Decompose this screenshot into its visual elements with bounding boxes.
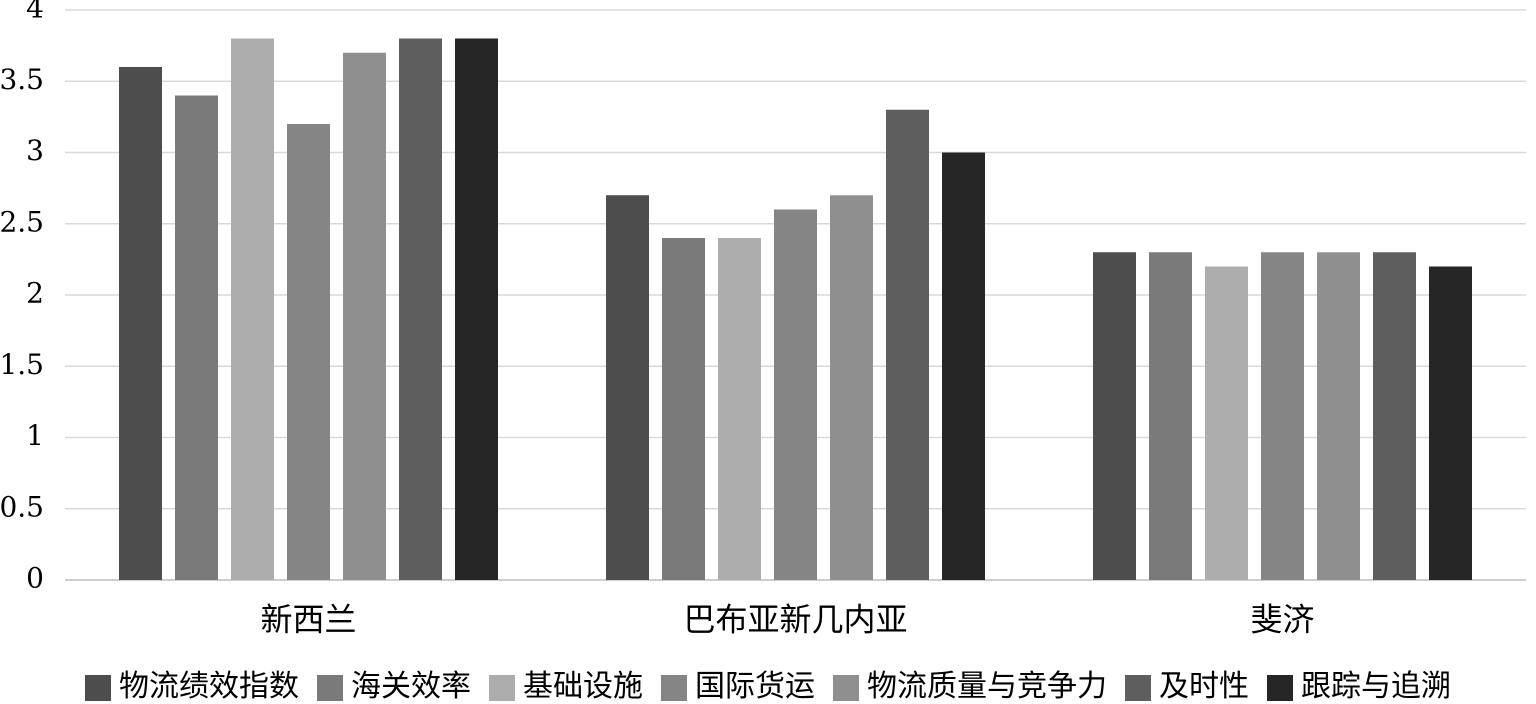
bar	[886, 109, 929, 580]
legend: 物流绩效指数 海关效率 基础设施 国际货运 物流质量与竞争力 及时性 跟踪与追溯	[85, 669, 1451, 704]
bar	[718, 238, 761, 580]
x-category-label: 斐济	[1250, 601, 1314, 639]
bar	[1093, 252, 1136, 580]
legend-swatch	[85, 675, 111, 701]
bar	[399, 38, 442, 580]
y-tick-label: 3.5	[0, 63, 44, 96]
y-tick-label: 2.5	[0, 205, 44, 238]
legend-label: 国际货运	[695, 669, 815, 704]
bar	[1317, 252, 1360, 580]
legend-label: 基础设施	[523, 669, 643, 704]
y-tick-label: 1.5	[0, 348, 44, 381]
bar	[343, 52, 386, 580]
bar	[830, 195, 873, 580]
y-tick-label: 2	[26, 277, 44, 310]
bar	[942, 152, 985, 580]
legend-label: 物流绩效指数	[119, 669, 299, 704]
legend-swatch	[489, 675, 515, 701]
bar	[175, 95, 218, 580]
legend-swatch	[1125, 675, 1151, 701]
legend-label: 跟踪与追溯	[1301, 669, 1451, 704]
bar	[455, 38, 498, 580]
y-tick-label: 3	[26, 134, 44, 167]
bar	[1373, 252, 1416, 580]
legend-swatch	[661, 675, 687, 701]
legend-swatch	[1267, 675, 1293, 701]
x-category-label: 巴布亚新几内亚	[683, 601, 907, 639]
bars	[119, 38, 1472, 580]
y-tick-label: 0	[26, 562, 44, 595]
bar	[774, 209, 817, 580]
y-tick-label: 0.5	[0, 490, 44, 523]
x-category-label: 新西兰	[260, 601, 356, 639]
legend-swatch	[317, 675, 343, 701]
y-tick-label: 4	[26, 0, 44, 25]
legend-label: 海关效率	[351, 669, 471, 704]
bar	[1149, 252, 1192, 580]
bar	[287, 124, 330, 580]
bar	[1261, 252, 1304, 580]
legend-label: 及时性	[1159, 669, 1249, 704]
bar	[231, 38, 274, 580]
bar	[119, 67, 162, 580]
legend-label: 物流质量与竞争力	[867, 669, 1107, 704]
legend-swatch	[833, 675, 859, 701]
bar	[1205, 266, 1248, 580]
bar	[606, 195, 649, 580]
bar	[662, 238, 705, 580]
bar	[1429, 266, 1472, 580]
axes: 0 0.5 1 1.5 2 2.5 3 3.5 4 新西兰 巴布亚新几内亚 斐济	[0, 0, 1315, 639]
y-tick-label: 1	[26, 419, 44, 452]
